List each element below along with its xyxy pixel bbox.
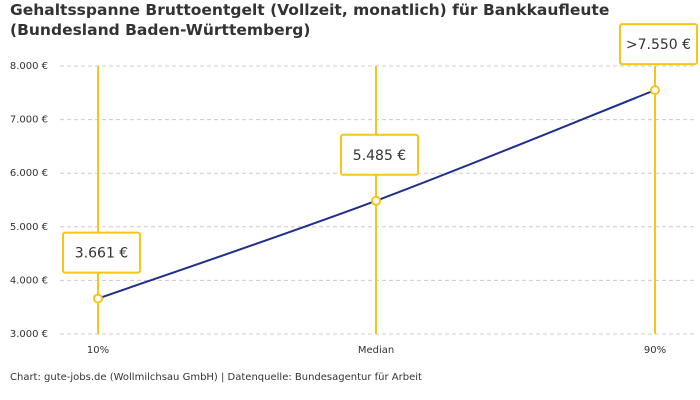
chart-title: Gehaltsspanne Bruttoentgelt (Vollzeit, m… — [10, 1, 610, 39]
label-box — [619, 23, 698, 66]
y-tick-label: 3.000 € — [10, 329, 48, 340]
point — [93, 293, 103, 304]
y-tick-label: 4.000 € — [10, 275, 48, 286]
value-label: 3.661 € — [75, 246, 128, 262]
source: Chart: gute-jobs.de (Wollmilchsau GmbH) … — [10, 372, 422, 383]
value-label: 5.485 € — [353, 148, 406, 164]
x-tick-label: Median — [358, 345, 394, 356]
point — [650, 85, 660, 96]
value-label: >7.550 € — [626, 37, 691, 53]
point — [371, 195, 381, 206]
x-tick-label: 10% — [87, 345, 109, 356]
label-box — [62, 231, 141, 274]
label-box — [340, 133, 419, 176]
y-tick-label: 7.000 € — [10, 115, 48, 126]
y-tick-label: 6.000 € — [10, 168, 48, 179]
y-tick-label: 8.000 € — [10, 61, 48, 72]
x-tick-label: 90% — [644, 345, 666, 356]
y-tick-label: 5.000 € — [10, 222, 48, 233]
